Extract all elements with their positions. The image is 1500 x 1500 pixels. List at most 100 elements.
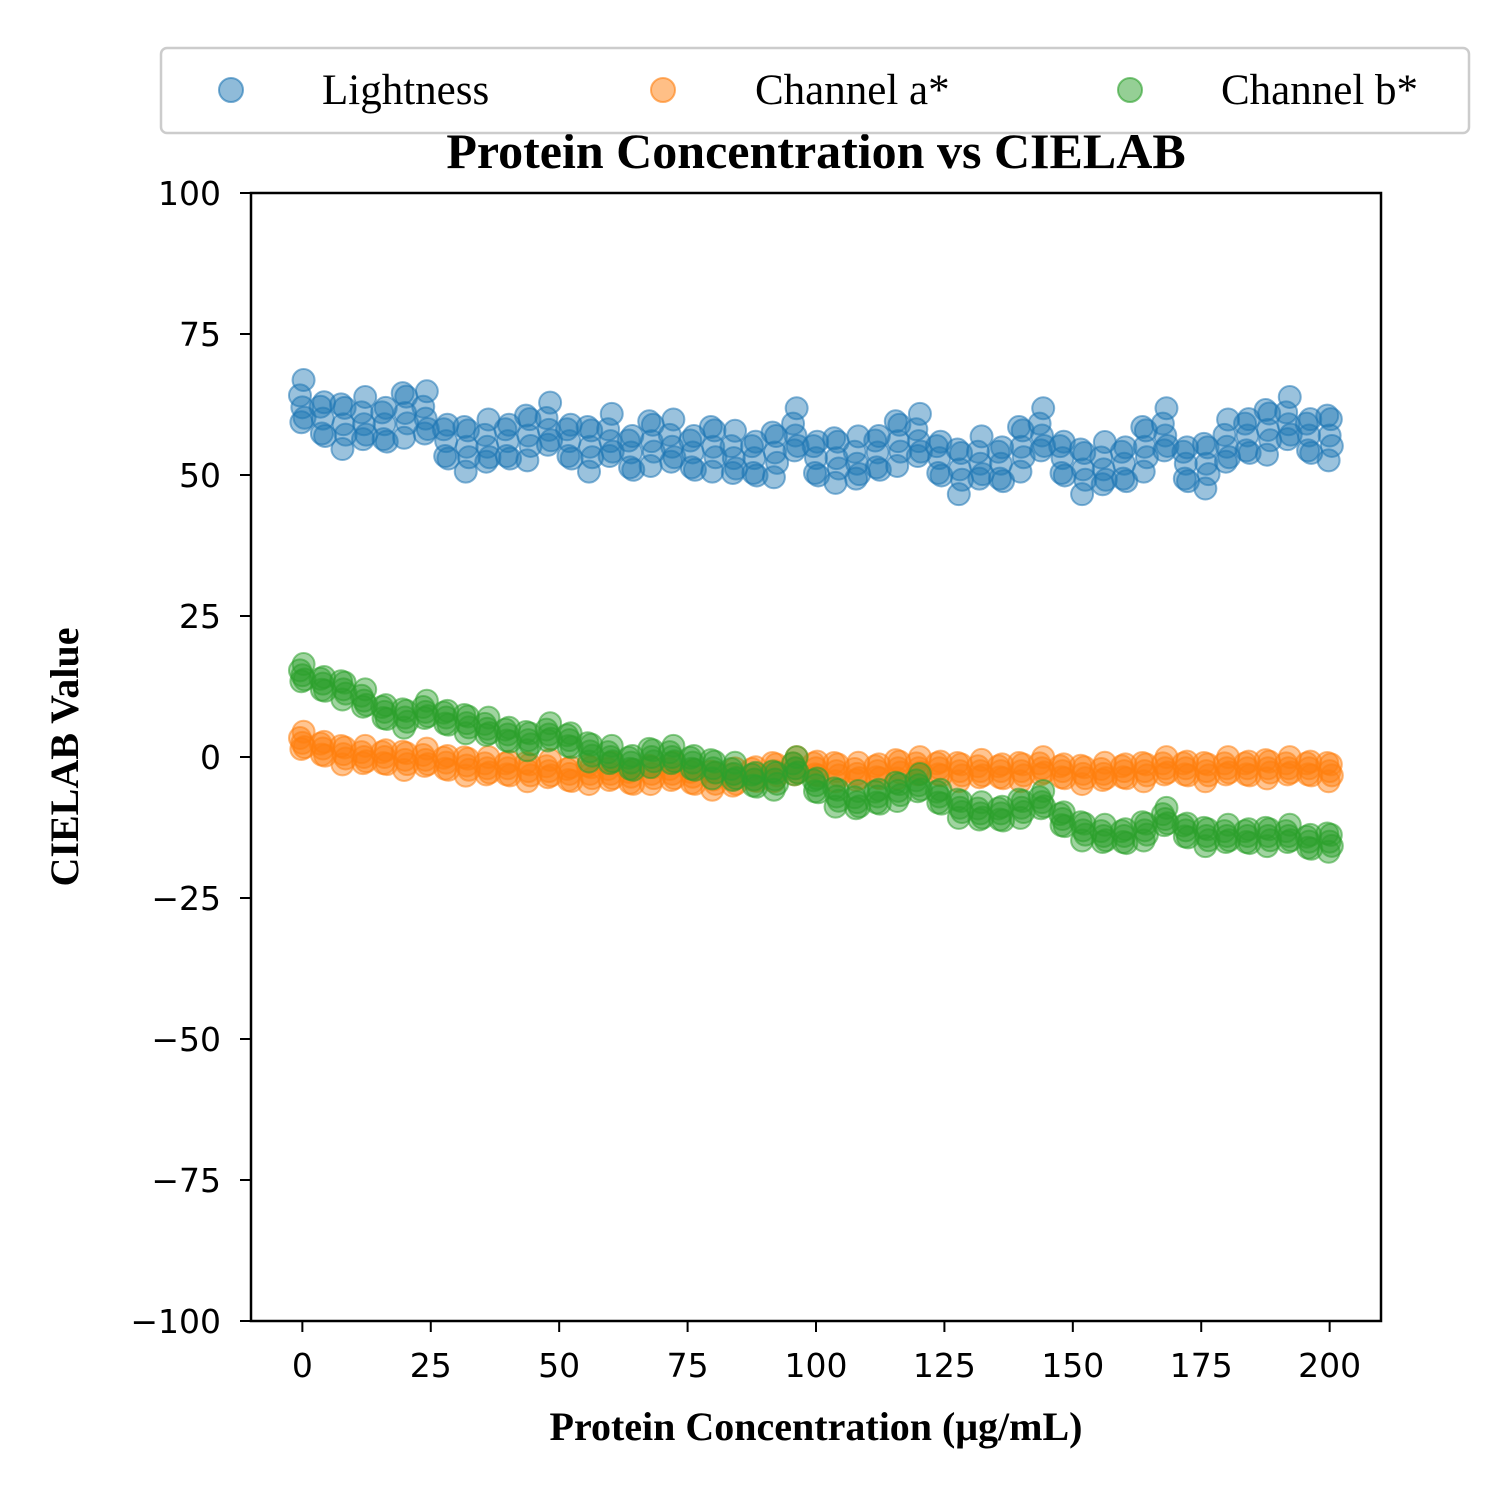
- data-point: [1319, 433, 1344, 458]
- data-point: [1070, 482, 1095, 507]
- data-point: [1196, 462, 1221, 487]
- data-point: [620, 424, 645, 449]
- data-point: [1191, 431, 1216, 456]
- data-point: [949, 440, 974, 465]
- data-point: [987, 466, 1012, 491]
- x-axis: 0 25 50 75 100 125 150 175 200: [292, 1321, 1361, 1385]
- x-tick-label: 200: [1298, 1346, 1361, 1385]
- y-tick-label: −75: [151, 1161, 221, 1200]
- data-point: [453, 763, 478, 788]
- data-point: [864, 455, 889, 480]
- data-points-layer: [287, 368, 1344, 864]
- data-point: [1172, 466, 1197, 491]
- data-point: [330, 687, 355, 712]
- data-point: [330, 437, 355, 462]
- data-point: [864, 790, 889, 815]
- data-point: [1154, 795, 1179, 820]
- data-point: [1234, 830, 1259, 855]
- x-tick-label: 25: [410, 1346, 452, 1385]
- data-point: [329, 392, 354, 417]
- data-point: [1090, 768, 1115, 793]
- data-point: [538, 390, 563, 415]
- data-point: [1193, 476, 1218, 501]
- data-point: [1253, 398, 1278, 423]
- data-point: [1234, 762, 1259, 787]
- data-point: [967, 466, 992, 491]
- data-point: [1257, 401, 1282, 426]
- y-axis: −100 −75 −50 −25 0 25 50 75 100: [130, 174, 251, 1341]
- data-point: [1008, 805, 1033, 830]
- data-point: [577, 459, 601, 484]
- data-point: [556, 768, 581, 793]
- data-point: [1029, 438, 1053, 463]
- data-point: [538, 711, 563, 736]
- data-point: [291, 652, 316, 677]
- legend-label-channel-b: Channel b*: [1221, 67, 1418, 114]
- data-point: [679, 455, 704, 480]
- data-point: [1152, 762, 1177, 787]
- data-point: [1277, 812, 1302, 837]
- data-point: [390, 381, 415, 406]
- data-point: [1090, 830, 1115, 855]
- series-channel-a: [287, 719, 1344, 802]
- data-point: [1213, 830, 1238, 855]
- data-point: [515, 769, 540, 794]
- data-point: [599, 401, 624, 426]
- data-point: [823, 470, 848, 495]
- data-point: [987, 765, 1012, 790]
- data-point: [720, 460, 745, 485]
- data-point: [967, 765, 992, 790]
- y-tick-label: −100: [130, 1302, 221, 1341]
- data-point: [353, 384, 378, 409]
- data-point: [535, 432, 560, 457]
- data-point: [1111, 466, 1136, 491]
- data-point: [597, 444, 622, 469]
- legend-label-lightness: Lightness: [322, 67, 489, 114]
- data-point: [700, 459, 725, 484]
- data-point: [723, 418, 748, 443]
- legend-marker-channel-b: [1117, 77, 1143, 103]
- data-point: [723, 750, 748, 775]
- data-point: [1131, 828, 1156, 853]
- data-point: [414, 379, 439, 404]
- data-point: [907, 762, 932, 787]
- y-tick-label: −25: [151, 879, 221, 918]
- data-point: [1275, 427, 1300, 452]
- legend-marker-channel-a: [650, 77, 676, 103]
- data-point: [1131, 769, 1156, 794]
- data-point: [351, 427, 375, 452]
- data-point: [433, 756, 458, 781]
- x-tick-label: 0: [292, 1346, 313, 1385]
- data-point: [392, 715, 417, 740]
- data-point: [1049, 460, 1074, 485]
- data-point: [987, 807, 1012, 832]
- data-point: [741, 460, 766, 485]
- data-point: [1255, 834, 1279, 859]
- data-point: [803, 460, 827, 485]
- data-point: [1277, 384, 1302, 409]
- data-point: [1152, 438, 1177, 463]
- data-point: [883, 409, 908, 434]
- data-point: [1193, 769, 1218, 794]
- data-point: [351, 751, 375, 776]
- data-point: [846, 778, 871, 803]
- data-point: [885, 788, 910, 813]
- data-point: [515, 738, 540, 763]
- data-point: [1255, 442, 1279, 467]
- data-point: [414, 688, 439, 713]
- data-point: [1316, 769, 1341, 794]
- data-point: [392, 757, 417, 782]
- data-point: [638, 453, 663, 478]
- data-point: [373, 395, 398, 420]
- x-axis-title: Protein Concentration (μg/mL): [550, 1404, 1083, 1449]
- data-point: [1111, 765, 1136, 790]
- data-point: [761, 777, 786, 802]
- data-point: [1318, 407, 1343, 432]
- legend-marker-lightness: [218, 77, 244, 103]
- data-point: [453, 459, 478, 484]
- data-point: [1008, 459, 1033, 484]
- y-tick-label: −50: [151, 1020, 221, 1059]
- data-point: [1154, 396, 1179, 421]
- data-point: [765, 450, 790, 475]
